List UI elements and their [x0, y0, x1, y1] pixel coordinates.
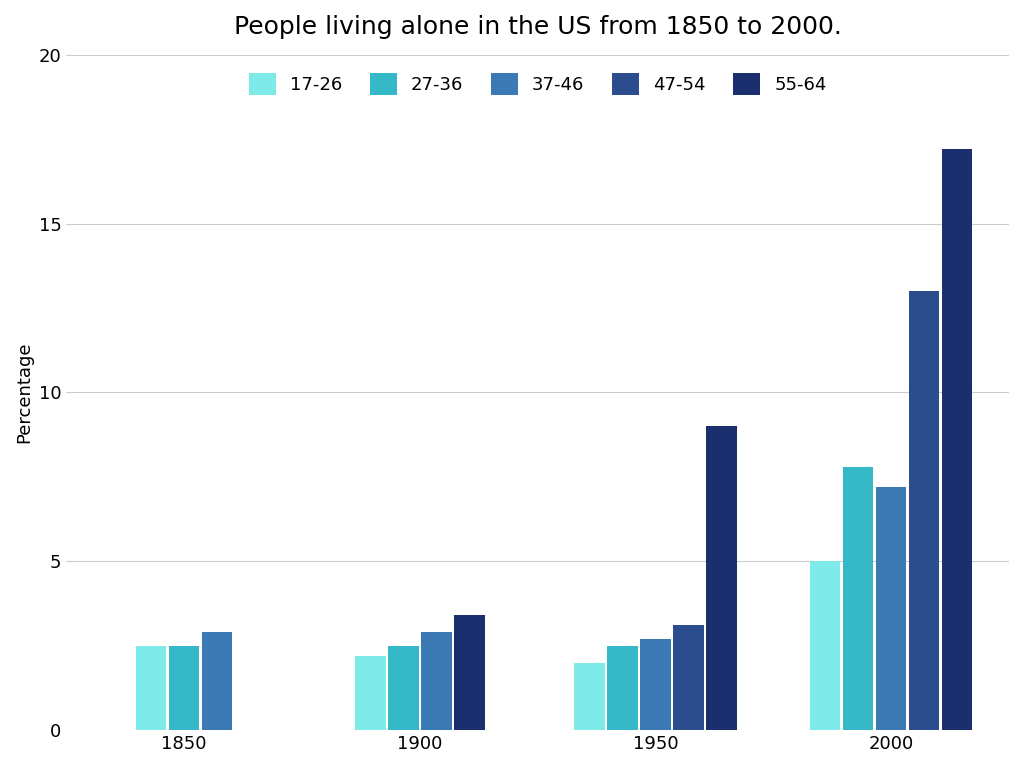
Bar: [421, 632, 452, 730]
Bar: [909, 291, 939, 730]
Bar: [454, 615, 484, 730]
Bar: [202, 632, 232, 730]
Bar: [810, 561, 841, 730]
Bar: [673, 625, 703, 730]
Bar: [388, 646, 419, 730]
Bar: [136, 646, 167, 730]
Bar: [942, 150, 973, 730]
Title: People living alone in the US from 1850 to 2000.: People living alone in the US from 1850 …: [233, 15, 842, 39]
Bar: [876, 487, 906, 730]
Bar: [169, 646, 200, 730]
Legend: 17-26, 27-36, 37-46, 47-54, 55-64: 17-26, 27-36, 37-46, 47-54, 55-64: [240, 64, 836, 104]
Bar: [607, 646, 638, 730]
Y-axis label: Percentage: Percentage: [15, 342, 33, 443]
Bar: [355, 656, 386, 730]
Bar: [707, 426, 737, 730]
Bar: [640, 639, 671, 730]
Bar: [574, 663, 605, 730]
Bar: [843, 467, 873, 730]
